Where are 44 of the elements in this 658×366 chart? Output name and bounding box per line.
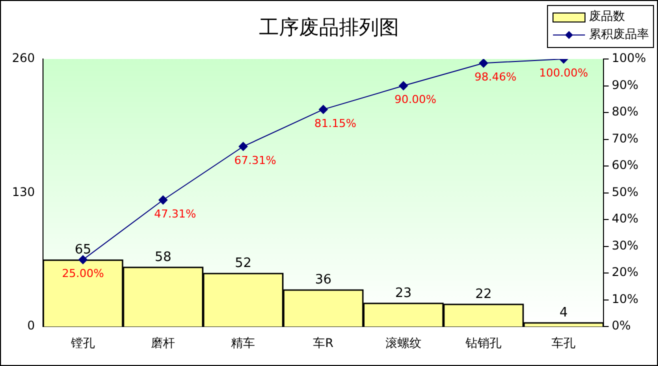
data-label: 47.31% — [154, 207, 196, 220]
legend-label: 累积废品率 — [589, 27, 649, 42]
data-label: 90.00% — [394, 93, 436, 106]
x-tick-label: 精车 — [231, 336, 256, 350]
point — [318, 104, 328, 114]
y2-tick-label: 80% — [612, 104, 638, 119]
x-tick-label: 磨杆 — [151, 336, 176, 350]
legend-label: 废品数 — [589, 9, 625, 24]
x-tick-label: 车R — [313, 336, 334, 350]
y2-tick-label: 60% — [612, 158, 638, 172]
data-label: 23 — [395, 286, 412, 301]
y-tick-label: 260 — [12, 51, 35, 66]
data-label: 100.00% — [539, 66, 588, 80]
x-tick-label: 镗孔 — [70, 336, 95, 350]
chart-title: 工序废品排列图 — [259, 15, 399, 40]
data-label: 65 — [74, 242, 92, 258]
data-label: 22 — [475, 286, 492, 302]
point — [398, 81, 408, 90]
data-label: 4 — [559, 305, 568, 320]
x-tick-label: 车孔 — [552, 336, 576, 350]
data-label: 81.15% — [314, 116, 356, 130]
y2-tick-label: 0% — [612, 318, 631, 333]
y2-tick-label: 100% — [612, 51, 646, 66]
point — [158, 196, 168, 204]
x-tick-label: 钻销孔 — [464, 336, 502, 350]
data-label: 52 — [234, 256, 252, 271]
point — [479, 59, 488, 68]
point — [238, 142, 248, 151]
y2-tick-label: 50% — [612, 184, 638, 199]
y2-tick-label: 20% — [612, 265, 638, 280]
y-tick-label: 130 — [12, 184, 35, 199]
x-tick-label: 滚螺纹 — [385, 336, 422, 350]
y-tick-label: 0 — [27, 318, 35, 333]
y2-tick-label: 70% — [612, 131, 638, 146]
data-label: 36 — [315, 272, 332, 288]
point — [78, 255, 88, 264]
data-label: 98.46% — [474, 70, 516, 84]
data-label: 67.31% — [234, 154, 276, 167]
y2-tick-label: 40% — [612, 212, 638, 226]
y2-tick-label: 10% — [612, 292, 638, 306]
data-label: 58 — [154, 250, 172, 265]
data-label: 25.00% — [62, 267, 104, 280]
y2-tick-label: 30% — [612, 238, 638, 252]
y2-tick-label: 90% — [612, 78, 638, 92]
